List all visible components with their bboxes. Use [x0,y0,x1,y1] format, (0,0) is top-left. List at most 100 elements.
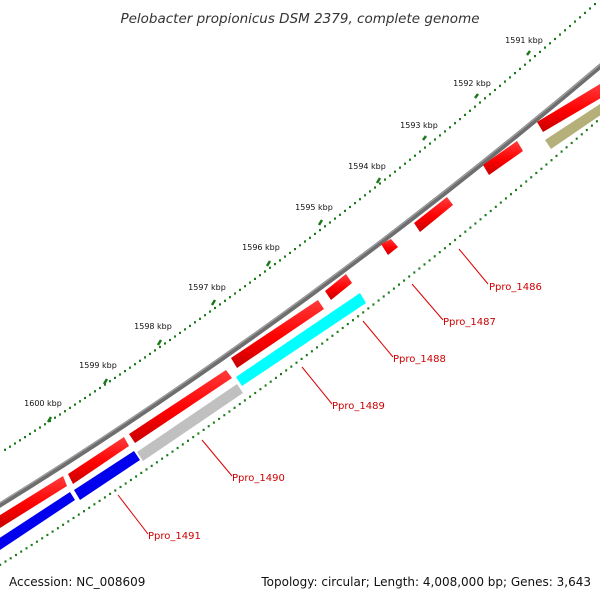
scale-dot [514,72,516,75]
scale-dot [9,557,12,560]
scale-dot [594,3,596,6]
scale-dot [423,263,426,266]
scale-dot [575,137,578,140]
scale-dot [394,170,396,173]
scale-dot [134,363,136,366]
scale-dot [329,221,331,224]
scale-dot [149,352,151,355]
reverse-strand-genes [0,103,600,550]
scale-dot [295,361,298,364]
gene-label-ppro-1490: Ppro_1490 [232,473,285,484]
scale-dot [464,230,467,233]
scale-dot [449,243,451,246]
scale-dot [197,432,200,435]
scale-dot [554,37,556,41]
gene-arrow-reverse-cyan [236,293,366,386]
outer-tick-marks [46,50,531,423]
scale-dot [59,413,61,416]
scale-dot [382,295,385,298]
scale-dot [249,395,252,398]
scale-dot [398,283,400,286]
gene-arrow-forward [381,239,398,255]
scale-dot [69,406,71,409]
scale-dot [409,158,411,161]
scale-dot [34,429,36,432]
scale-dot [438,251,441,254]
tick-label-1599: 1599 kbp [79,361,117,370]
scale-dot [549,42,551,45]
scale-dot [326,338,329,341]
scale-dot [64,410,66,413]
tick-label-1596: 1596 kbp [242,243,280,252]
scale-dot [314,232,316,235]
scale-dot [319,229,321,232]
scale-dot [51,530,54,533]
scale-dot [9,445,11,448]
scale-dot [336,330,339,333]
scale-dot [114,376,116,379]
scale-dot [103,496,106,499]
scale-dot [454,238,457,242]
scale-dot [129,366,131,369]
tick-label-1594: 1594 kbp [348,162,386,171]
scale-dot [580,133,583,136]
scale-dot [439,134,441,137]
scale-dot [98,499,101,502]
gene-label-ppro-1486: Ppro_1486 [489,282,542,293]
scale-dot [269,266,271,269]
gene-arrow-reverse-gray [137,384,243,461]
scale-dot [310,350,313,353]
gene-arrow-forward [129,370,232,443]
scale-dot [169,338,171,342]
scale-dot [357,315,360,318]
scale-dot [525,180,528,183]
scale-dot [239,288,241,291]
scale-dot [362,311,365,314]
scale-dot [164,342,166,345]
scale-dot [331,334,334,337]
scale-dot [469,226,472,229]
scale-dot [352,319,354,322]
tick-label-1591: 1591 kbp [505,36,543,45]
scale-dot [474,222,477,225]
scale-dot [54,416,56,419]
scale-dot [364,194,366,197]
gene-label-ppro-1487: Ppro_1487 [443,317,496,328]
scale-dot [89,393,91,396]
scale-dot [77,513,80,516]
scale-dot [25,547,28,550]
scale-dot [359,198,361,201]
scale-dot [585,128,588,132]
scale-dot [144,356,146,359]
scale-dot [570,141,573,145]
scale-dot [489,93,491,96]
scale-dot [399,166,401,169]
scale-dot [244,285,246,288]
scale-dot [19,439,21,442]
scale-dot [449,126,451,129]
scale-dot [56,527,59,530]
scale-dot [535,171,538,175]
scale-dot [104,383,106,386]
scale-dot [569,24,571,28]
scale-dot [35,540,38,543]
scale-dot [72,516,75,520]
scale-dot [479,101,481,104]
scale-dot [114,489,117,492]
scale-dot [424,146,426,149]
gene-arrow-forward [231,300,324,368]
scale-dot [79,400,81,403]
gene-label-ppro-1488: Ppro_1488 [393,354,446,365]
scale-dot [559,33,561,36]
scale-dot [62,523,65,526]
scale-dot [176,446,179,450]
scale-dot [274,376,277,379]
scale-dot [135,475,138,478]
tick-label-1593: 1593 kbp [400,121,438,130]
scale-dot [418,267,421,270]
scale-dot [504,197,507,200]
scale-dot [474,105,476,108]
scale-dot [346,323,349,326]
scale-dot [341,326,344,330]
scale-dot [129,478,132,482]
